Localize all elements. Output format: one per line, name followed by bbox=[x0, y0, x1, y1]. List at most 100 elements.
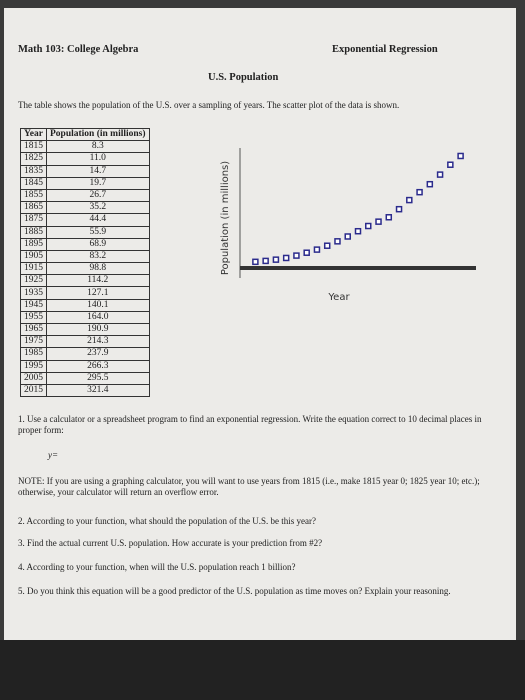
dark-edge bbox=[0, 640, 525, 700]
table-row: 1895 68.9 bbox=[20, 237, 150, 251]
table-row: 1885 55.9 bbox=[20, 225, 150, 239]
data-point bbox=[375, 218, 382, 225]
year-cell: 1985 bbox=[20, 347, 47, 361]
population-cell: 55.9 bbox=[46, 225, 150, 239]
note: NOTE: If you are using a graphing calcul… bbox=[18, 476, 480, 497]
data-point bbox=[323, 242, 331, 249]
data-point bbox=[293, 252, 300, 259]
answer-prefix: y= bbox=[48, 450, 59, 460]
topic: Exponential Regression bbox=[332, 44, 438, 55]
data-point bbox=[272, 256, 280, 263]
course: Math 103: College Algebra bbox=[18, 44, 139, 55]
table-row: 1935 127.1 bbox=[20, 286, 150, 300]
population-cell: 26.7 bbox=[46, 188, 150, 203]
data-point bbox=[334, 238, 341, 245]
table-row: 1915 98.8 bbox=[20, 262, 150, 276]
table-row: 1875 44.4 bbox=[20, 213, 150, 227]
year-cell: 1825 bbox=[20, 152, 47, 166]
population-table: Year Population (in millions) 1815 8.3 182… bbox=[20, 127, 150, 398]
population-cell: 35.2 bbox=[46, 201, 150, 215]
data-point bbox=[457, 152, 464, 160]
table-row: 1965 190.9 bbox=[20, 322, 150, 337]
year-cell: 2015 bbox=[20, 383, 47, 398]
question-4: 4. According to your function, when will… bbox=[18, 562, 296, 572]
population-cell: 214.3 bbox=[46, 335, 150, 349]
data-point bbox=[313, 246, 321, 253]
table-row: 1995 266.3 bbox=[20, 359, 150, 373]
data-point bbox=[406, 196, 413, 204]
population-cell: 98.8 bbox=[46, 262, 150, 276]
table-row: 1845 19.7 bbox=[20, 176, 150, 190]
year-cell: 1865 bbox=[20, 201, 47, 215]
data-point bbox=[252, 258, 259, 266]
population-cell: 68.9 bbox=[46, 237, 150, 251]
table-row: 2005 295.5 bbox=[20, 371, 150, 385]
title: U.S. Population bbox=[208, 72, 279, 83]
intro: The table shows the population of the U.… bbox=[18, 100, 400, 110]
year-cell: 1935 bbox=[20, 286, 47, 300]
year-cell: 1875 bbox=[20, 213, 47, 227]
year-cell: 1945 bbox=[20, 298, 47, 312]
question-5: 5. Do you think this equation will be a … bbox=[18, 586, 451, 596]
data-point bbox=[354, 227, 362, 235]
data-point bbox=[385, 214, 393, 221]
worksheet: Math 103: College Algebra Exponential Re… bbox=[4, 8, 516, 640]
population-cell: 11.0 bbox=[46, 152, 150, 166]
table-row: 1815 8.3 bbox=[20, 140, 150, 154]
population-cell: 83.2 bbox=[46, 249, 150, 264]
population-cell: 295.5 bbox=[46, 371, 150, 385]
data-point bbox=[365, 222, 372, 230]
table-row: 1975 214.3 bbox=[20, 335, 150, 349]
population-cell: 321.4 bbox=[46, 383, 150, 398]
data-point bbox=[436, 171, 444, 178]
year-cell: 1885 bbox=[20, 225, 47, 239]
table-row: 1925 114.2 bbox=[20, 274, 150, 288]
data-point bbox=[426, 180, 434, 188]
table-row: 1865 35.2 bbox=[20, 201, 150, 215]
population-cell: 14.7 bbox=[46, 164, 150, 178]
table-row: 1985 237.9 bbox=[20, 347, 150, 361]
data-point bbox=[262, 257, 269, 265]
question-2: 2. According to your function, what shou… bbox=[18, 516, 316, 526]
year-cell: 1995 bbox=[20, 359, 47, 373]
population-cell: 237.9 bbox=[46, 347, 150, 361]
year-cell: 1905 bbox=[20, 249, 47, 264]
population-cell: 190.9 bbox=[46, 322, 150, 337]
question-3: 3. Find the actual current U.S. populati… bbox=[18, 538, 323, 548]
year-cell: 1845 bbox=[20, 176, 47, 190]
column-header: Year bbox=[20, 127, 47, 142]
header-row: Year Population (in millions) bbox=[20, 127, 150, 142]
y-axis-label: Population (in millions) bbox=[220, 161, 231, 275]
data-point bbox=[282, 254, 290, 262]
data-point bbox=[416, 188, 423, 196]
year-cell: 1955 bbox=[20, 310, 47, 325]
year-cell: 2005 bbox=[20, 371, 47, 385]
year-cell: 1855 bbox=[20, 188, 47, 203]
x-axis-label: Year bbox=[327, 292, 350, 303]
table-row: 1835 14.7 bbox=[20, 164, 150, 178]
data-point bbox=[447, 161, 454, 168]
x-axis bbox=[240, 266, 476, 270]
table-row: 1955 164.0 bbox=[20, 310, 150, 325]
population-cell: 164.0 bbox=[46, 310, 150, 325]
year-cell: 1925 bbox=[20, 274, 47, 288]
population-cell: 19.7 bbox=[46, 176, 150, 190]
population-cell: 140.1 bbox=[46, 298, 150, 312]
table-row: 2015 321.4 bbox=[20, 383, 150, 398]
year-cell: 1895 bbox=[20, 237, 47, 251]
column-header: Population (in millions) bbox=[46, 127, 150, 142]
data-point bbox=[303, 249, 310, 256]
year-cell: 1815 bbox=[20, 140, 47, 154]
question-1: 1. Use a calculator or a spreadsheet pro… bbox=[18, 414, 482, 435]
population-cell: 8.3 bbox=[46, 140, 150, 154]
year-cell: 1965 bbox=[20, 322, 47, 337]
scatter-plot: Population (in millions) Year bbox=[220, 148, 476, 303]
population-cell: 44.4 bbox=[46, 213, 150, 227]
table-row: 1905 83.2 bbox=[20, 249, 150, 264]
population-cell: 114.2 bbox=[46, 274, 150, 288]
year-cell: 1975 bbox=[20, 335, 47, 349]
year-cell: 1835 bbox=[20, 164, 47, 178]
year-cell: 1915 bbox=[20, 262, 47, 276]
data-point bbox=[344, 233, 351, 240]
